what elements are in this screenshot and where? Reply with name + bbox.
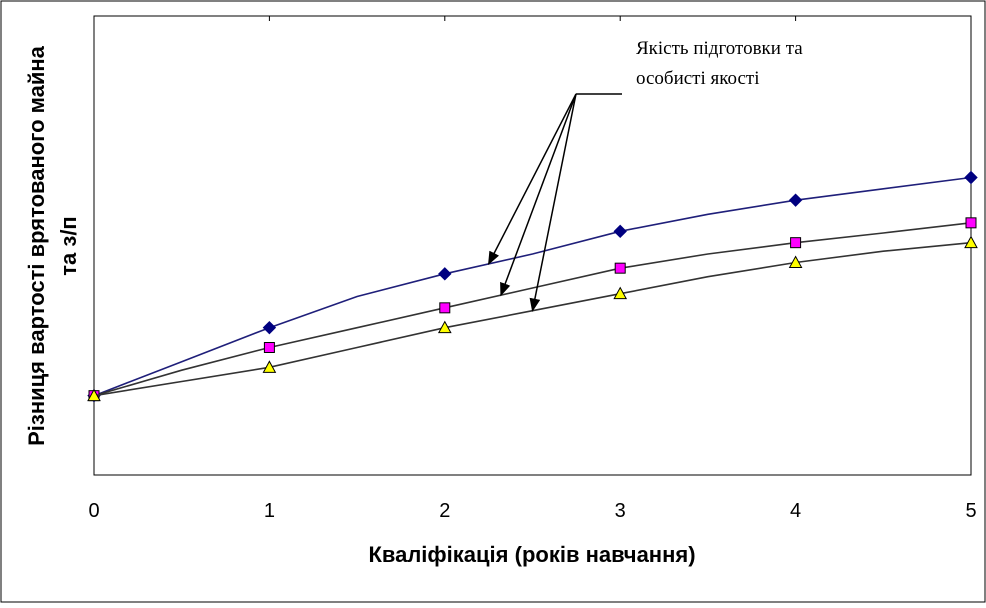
series-line-2	[93, 222, 972, 397]
series-1-point	[438, 267, 452, 281]
y-axis-label-line1: Різниця вартості врятованого майна	[24, 45, 49, 446]
annotation-label-line2: особисті якості	[636, 68, 760, 89]
annotation-group: Якість підготовки та особисті якості	[487, 38, 803, 312]
series-line-1	[93, 176, 972, 397]
series-3-point	[964, 235, 978, 249]
series-3-point	[788, 255, 803, 268]
x-tick-label: 0	[88, 500, 99, 522]
series-2-point	[790, 237, 802, 249]
x-tick-label: 5	[965, 500, 976, 522]
series-1-point	[262, 320, 277, 335]
series-2-point	[965, 217, 977, 229]
annotation-arrow	[487, 93, 577, 266]
series-2-point	[614, 262, 626, 274]
series-1-point	[788, 193, 803, 207]
series-2-point	[263, 342, 275, 353]
series-3-point	[262, 360, 277, 373]
annotation-arrow	[529, 93, 577, 312]
x-tick-label: 1	[264, 500, 275, 522]
x-tick-label: 4	[790, 500, 801, 522]
x-tick-label: 3	[615, 500, 626, 522]
annotation-arrow	[500, 93, 577, 297]
y-axis-label-line2: та з/п	[56, 216, 81, 275]
annotation-label-line1: Якість підготовки та	[636, 38, 803, 59]
x-tick-label: 2	[439, 500, 450, 522]
series-3-point	[87, 388, 101, 402]
x-axis-label: Кваліфікація (років навчання)	[368, 542, 695, 567]
series-3-point	[437, 320, 452, 334]
series-2-point	[439, 302, 451, 314]
series-3-point	[613, 286, 628, 300]
series-1-point	[613, 224, 627, 239]
x-axis: 0 1 2 3 4 5	[88, 16, 977, 522]
series-1-point	[964, 170, 978, 185]
